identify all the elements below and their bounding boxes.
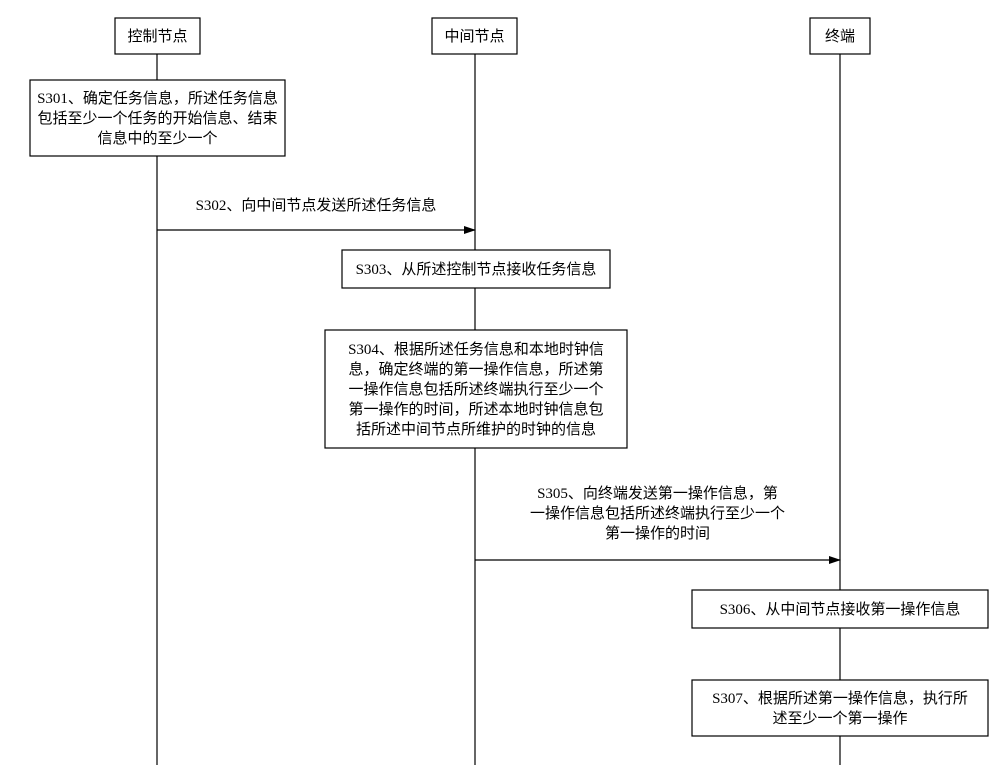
step-text-s304-line0: S304、根据所述任务信息和本地时钟信 [348,341,604,358]
lifeline-label-middle: 中间节点 [444,28,504,45]
step-text-s304-line4: 括所述中间节点所维护的时钟的信息 [356,421,596,438]
sequence-diagram: 控制节点 中间节点 终端 S301、确定任务信息，所述任务信息包括至少一个任务的开始信… [0,0,1000,774]
step-text-s303-line0: S303、从所述控制节点接收任务信息 [356,261,597,278]
step-text-s301-line2: 信息中的至少一个 [97,130,217,147]
step-text-s304-line2: 一操作信息包括所述终端执行至少一个 [348,381,603,398]
message-text-s305-line0: S305、向终端发送第一操作信息，第 [537,484,778,502]
step-box-s307 [692,680,988,736]
message-text-s305-line2: 第一操作的时间 [605,524,710,542]
step-text-s307-line1: 述至少一个第一操作 [772,709,907,727]
step-text-s307-line0: S307、根据所述第一操作信息，执行所 [712,689,968,707]
step-text-s304-line3: 第一操作的时间，所述本地时钟信息包 [348,400,603,418]
step-text-s301-line0: S301、确定任务信息，所述任务信息 [37,90,278,107]
step-text-s306-line0: S306、从中间节点接收第一操作信息 [720,600,961,618]
message-text-s302-line0: S302、向中间节点发送所述任务信息 [196,197,437,214]
step-text-s301-line1: 包括至少一个任务的开始信息、结束 [37,110,277,127]
lifeline-label-control: 控制节点 [127,28,187,45]
lifeline-label-terminal: 终端 [825,28,855,45]
step-text-s304-line1: 息，确定终端的第一操作信息，所述第 [348,360,603,378]
message-text-s305-line1: 一操作信息包括所述终端执行至少一个 [530,505,785,522]
